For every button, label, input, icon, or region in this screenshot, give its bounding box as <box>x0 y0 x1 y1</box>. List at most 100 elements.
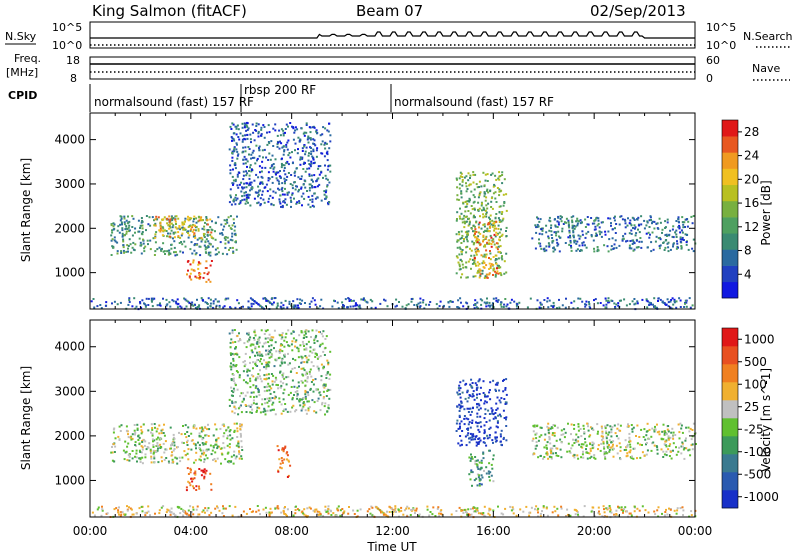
data-cell <box>311 297 314 300</box>
data-cell <box>169 252 172 255</box>
data-cell <box>641 444 643 446</box>
data-cell <box>475 441 478 444</box>
data-cell <box>501 182 504 185</box>
data-cell <box>302 367 305 370</box>
data-cell <box>552 306 555 309</box>
data-cell <box>360 298 363 301</box>
data-cell <box>239 395 241 398</box>
data-cell <box>270 387 273 390</box>
data-cell <box>233 429 236 432</box>
data-cell <box>149 451 152 454</box>
data-cell <box>539 218 542 221</box>
data-cell <box>498 238 501 241</box>
data-cell <box>461 179 464 181</box>
data-cell <box>162 297 164 300</box>
data-cell <box>682 226 685 229</box>
data-cell <box>606 442 609 445</box>
data-cell <box>493 227 496 230</box>
data-cell <box>192 508 195 511</box>
data-cell <box>180 507 183 510</box>
data-cell <box>546 300 549 303</box>
data-cell <box>154 233 157 236</box>
data-cell <box>276 505 279 508</box>
data-cell <box>228 248 230 251</box>
data-cell <box>488 305 491 308</box>
data-cell <box>287 172 290 174</box>
data-cell <box>257 135 260 138</box>
data-cell <box>314 336 317 339</box>
data-cell <box>551 240 554 243</box>
data-cell <box>201 219 204 221</box>
data-cell <box>479 478 482 481</box>
data-cell <box>666 218 669 221</box>
data-cell <box>634 302 637 305</box>
data-cell <box>386 305 389 308</box>
data-cell <box>477 248 479 251</box>
data-cell <box>478 404 481 407</box>
data-cell <box>206 306 209 309</box>
data-cell <box>160 446 163 449</box>
data-cell <box>308 372 311 375</box>
data-cell <box>271 339 273 342</box>
data-cell <box>230 128 233 130</box>
data-cell <box>438 305 441 308</box>
data-cell <box>193 244 196 247</box>
data-cell <box>319 355 322 358</box>
data-cell <box>205 217 208 220</box>
data-cell <box>443 304 445 307</box>
data-cell <box>233 365 236 368</box>
data-cell <box>456 256 459 259</box>
data-cell <box>226 434 229 437</box>
data-cell <box>306 361 309 364</box>
data-cell <box>470 438 473 441</box>
data-cell <box>251 298 254 301</box>
data-cell <box>658 236 661 239</box>
date-title: 02/Sep/2013 <box>590 2 686 20</box>
data-cell <box>476 301 479 304</box>
data-cell <box>495 425 498 428</box>
data-cell <box>244 150 247 153</box>
data-cell <box>581 244 584 247</box>
data-cell <box>664 246 667 249</box>
data-cell <box>209 305 212 308</box>
data-cell <box>200 297 203 300</box>
data-cell <box>252 399 255 402</box>
data-cell <box>236 197 239 200</box>
data-cell <box>475 384 478 387</box>
data-cell <box>486 188 489 191</box>
data-cell <box>209 298 212 301</box>
data-cell <box>310 174 313 177</box>
data-cell <box>325 511 328 513</box>
data-cell <box>279 466 282 469</box>
data-cell <box>141 227 144 230</box>
data-cell <box>618 442 621 445</box>
data-cell <box>350 300 353 302</box>
data-cell <box>482 441 485 444</box>
data-cell <box>682 448 685 451</box>
data-cell <box>126 244 129 247</box>
data-cell <box>299 158 302 161</box>
data-cell <box>235 148 238 151</box>
data-cell <box>685 426 688 429</box>
data-cell <box>223 305 226 308</box>
data-cell <box>600 231 603 234</box>
data-cell <box>455 255 458 258</box>
data-cell <box>560 456 563 459</box>
data-cell <box>626 443 629 446</box>
data-cell <box>128 224 131 227</box>
data-cell <box>478 430 481 433</box>
data-cell <box>278 458 281 461</box>
data-cell <box>476 473 479 476</box>
data-cell <box>293 171 296 174</box>
data-cell <box>192 304 195 307</box>
data-cell <box>235 125 238 128</box>
data-cell <box>678 227 681 230</box>
data-cell <box>496 436 498 439</box>
data-cell <box>156 427 159 430</box>
data-cell <box>162 242 165 245</box>
data-cell <box>549 449 552 452</box>
data-cell <box>306 507 309 510</box>
data-cell <box>274 507 277 510</box>
data-cell <box>614 432 617 435</box>
data-cell <box>682 509 685 512</box>
